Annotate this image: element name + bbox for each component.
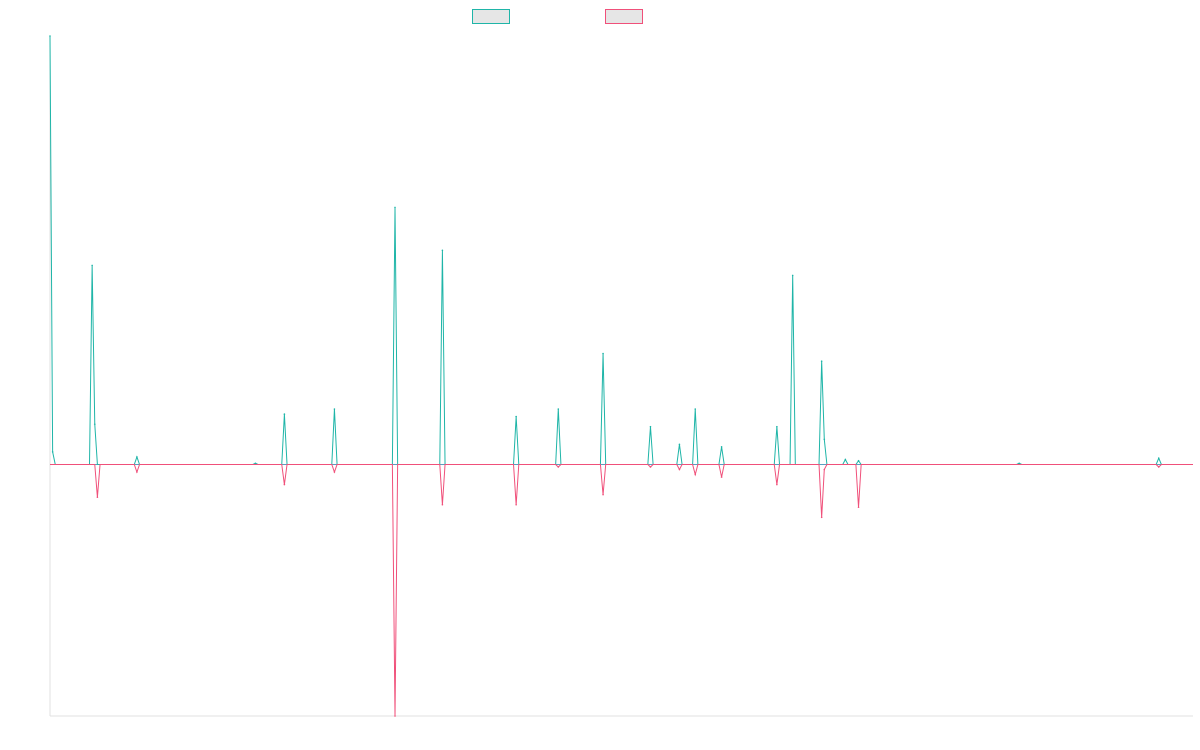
series-2-point-15 [823, 468, 826, 471]
series-1-point-5 [254, 462, 257, 465]
series-1-point-2 [91, 264, 93, 267]
series-1-point-16 [720, 446, 723, 448]
series-1-point-22 [857, 459, 860, 462]
series-1-point-8 [394, 206, 396, 209]
series-2-point-0 [96, 496, 99, 498]
series-1-point-17 [776, 425, 778, 428]
series-1-point-21 [844, 458, 847, 461]
series-1-line [49, 35, 1193, 465]
series-1-point-4 [136, 456, 138, 458]
series-1-point-9 [441, 249, 444, 252]
series-2-point-7 [557, 466, 560, 468]
series-1-point-18 [791, 274, 794, 277]
series-2-point-2 [283, 483, 286, 486]
series-2-point-14 [820, 516, 823, 519]
series-2-point-16 [857, 506, 860, 509]
series-2-point-3 [333, 471, 336, 473]
series-1-point-6 [283, 413, 286, 415]
series-1-point-24 [1157, 457, 1160, 460]
series-2-point-4 [394, 715, 396, 717]
series-1-point-13 [649, 425, 652, 428]
series-1-point-20 [823, 438, 826, 441]
series-1-point-14 [678, 443, 681, 446]
series-2-point-10 [678, 468, 681, 471]
series-1-point-23 [1018, 462, 1020, 465]
series-1-point-7 [333, 408, 336, 410]
series-1-point-12 [602, 352, 604, 355]
legend-swatch-series-2[interactable] [605, 9, 643, 24]
series-1-point-3 [93, 423, 96, 425]
series-2-point-1 [136, 471, 138, 473]
series-2-point-13 [776, 483, 778, 486]
series-layer [49, 35, 1193, 717]
series-1-point-0 [49, 35, 51, 37]
series-1-point-11 [557, 408, 560, 410]
series-2-point-6 [515, 503, 517, 506]
series-2-point-9 [649, 466, 652, 468]
legend-swatch-series-1[interactable] [472, 9, 510, 24]
series-1-point-1 [51, 451, 54, 453]
series-2-point-17 [1157, 466, 1160, 468]
series-2-point-11 [694, 473, 697, 476]
series-1-point-15 [694, 408, 697, 410]
series-2-point-5 [441, 503, 444, 506]
series-1-point-10 [515, 415, 517, 418]
series-1-point-19 [820, 360, 823, 362]
series-2-point-8 [602, 493, 604, 496]
series-2-line [50, 464, 1193, 717]
series-2-point-12 [720, 476, 723, 478]
